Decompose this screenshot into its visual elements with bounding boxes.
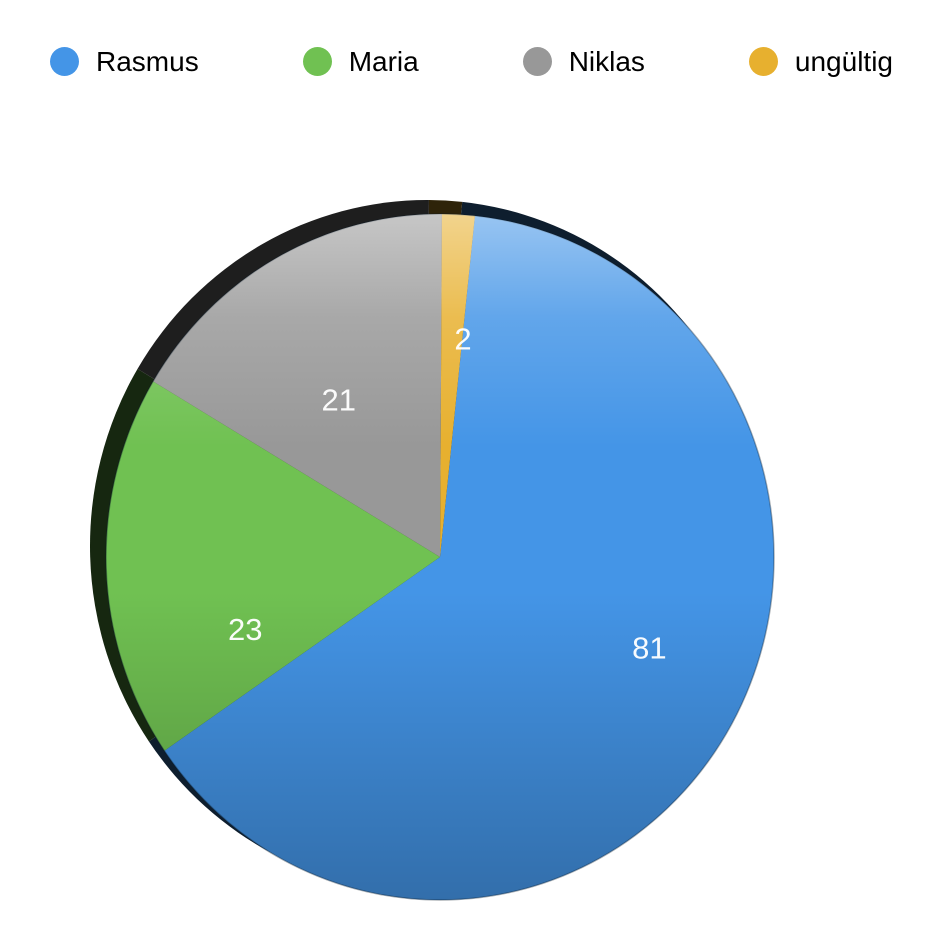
slice-value-label-ung-ltig: 2 — [454, 322, 471, 357]
legend-swatch-icon — [50, 47, 79, 76]
slice-value-label-niklas: 21 — [322, 383, 356, 418]
legend-item-rasmus[interactable]: Rasmus — [50, 47, 199, 76]
slice-value-label-maria: 23 — [228, 612, 262, 647]
legend-label: Niklas — [568, 45, 645, 77]
legend-swatch-icon — [522, 47, 552, 76]
legend-swatch-icon — [748, 47, 778, 76]
pie-gloss-overlay — [105, 213, 775, 901]
legend-swatch-icon — [302, 47, 332, 76]
legend-item-maria[interactable]: Maria — [302, 45, 419, 77]
legend-item-ung-ltig[interactable]: ungültig — [748, 45, 893, 77]
pie-shadow — [106, 214, 774, 900]
legend-label: Rasmus — [96, 45, 199, 77]
legend-label: Maria — [348, 45, 419, 77]
legend-label: ungültig — [794, 45, 893, 77]
legend-item-niklas[interactable]: Niklas — [522, 45, 645, 77]
chart-legend: Rasmus Maria Niklas ungültig — [50, 47, 893, 76]
pie-value-labels: 81 23 21 2 — [228, 322, 667, 666]
slice-value-label-rasmus: 81 — [632, 630, 666, 665]
